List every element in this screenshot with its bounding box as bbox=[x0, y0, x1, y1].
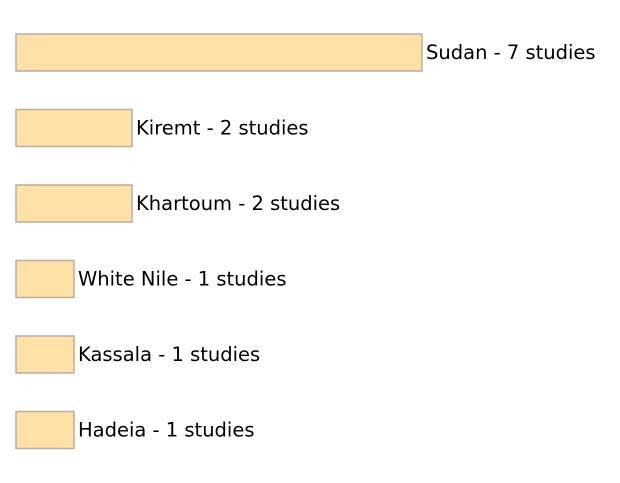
bar-sudan bbox=[15, 33, 423, 72]
bar-khartoum bbox=[15, 184, 133, 223]
bar-label-hadeia: Hadeia - 1 studies bbox=[78, 419, 255, 442]
bar-label-khartoum: Khartoum - 2 studies bbox=[136, 192, 340, 215]
bars-group: Sudan - 7 studies Kiremt - 2 studies Khart… bbox=[15, 33, 596, 450]
bar-hadeia bbox=[15, 410, 75, 450]
bar-kiremt bbox=[15, 108, 133, 148]
bar-white-nile bbox=[15, 259, 75, 299]
bar-label-kassala: Kassala - 1 studies bbox=[78, 343, 260, 366]
bar-label-sudan: Sudan - 7 studies bbox=[426, 41, 596, 64]
bar-label-white-nile: White Nile - 1 studies bbox=[78, 268, 286, 291]
bar-kassala bbox=[15, 335, 75, 374]
bar-label-kiremt: Kiremt - 2 studies bbox=[136, 117, 309, 140]
